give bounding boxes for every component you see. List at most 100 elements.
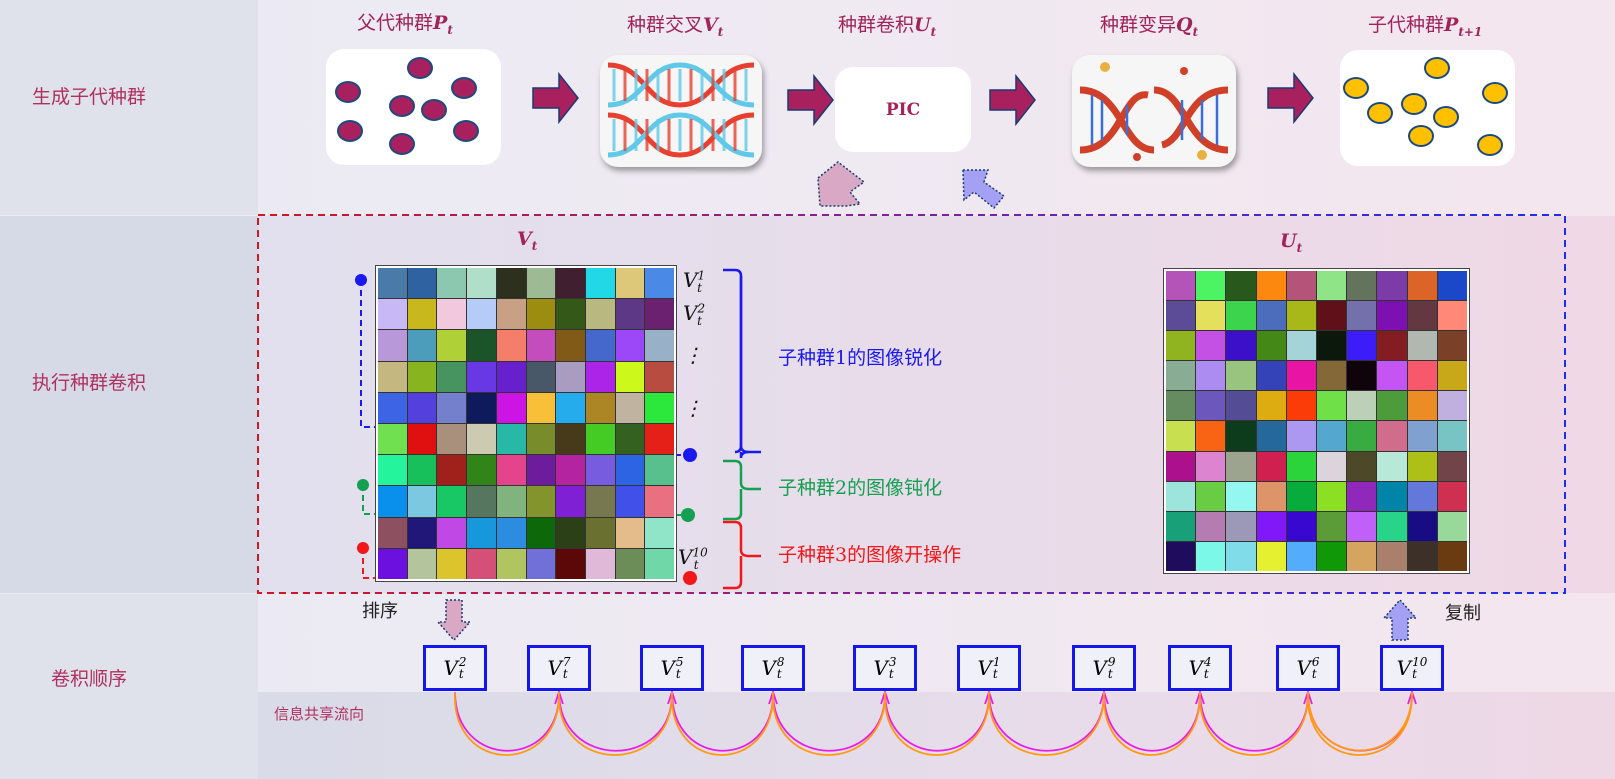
row-header-order — [0, 594, 258, 779]
matrix-v-cell — [378, 392, 407, 423]
matrix-u-cell — [1317, 421, 1347, 451]
matrix-u-cell — [1407, 361, 1437, 391]
matrix-v-cell — [615, 486, 645, 517]
individual-dot — [451, 77, 477, 99]
matrix-u-cell — [1377, 511, 1407, 541]
matrix-u-cell — [1437, 481, 1467, 511]
matrix-v-cell — [615, 361, 645, 392]
matrix-v-cell — [378, 455, 407, 486]
group1-start-dot — [355, 274, 367, 286]
matrix-u-cell — [1286, 421, 1316, 451]
orange-flow-arc — [1307, 691, 1413, 752]
matrix-u-cell — [1256, 541, 1286, 571]
matrix-u-cell — [1166, 271, 1196, 301]
matrix-v-cell — [645, 330, 674, 361]
matrix-v-cell — [615, 268, 645, 299]
group2-start-dot — [357, 479, 369, 491]
orange-flow-arc — [558, 691, 673, 756]
group2-label: 子种群2的图像钝化 — [778, 477, 943, 499]
individual-dot — [1424, 57, 1450, 79]
magenta-flow-arc — [884, 691, 990, 752]
matrix-v-cell — [645, 486, 674, 517]
matrix-u-cell — [1226, 361, 1256, 391]
matrix-v-cell — [585, 268, 615, 299]
matrix-v-grid — [375, 265, 677, 582]
matrix-v-cell — [556, 455, 585, 486]
orange-flow-arc — [1199, 691, 1309, 756]
matrix-v-cell — [645, 299, 674, 330]
matrix-v-cell — [496, 330, 526, 361]
matrix-u-cell — [1166, 391, 1196, 421]
individual-dot — [1367, 102, 1393, 124]
mutation-dna-image — [1072, 55, 1236, 167]
matrix-u-cell — [1377, 391, 1407, 421]
matrix-u-cell — [1166, 301, 1196, 331]
matrix-u-grid — [1163, 268, 1470, 574]
matrix-u-cell — [1256, 361, 1286, 391]
offspring-population-card — [1340, 50, 1515, 166]
matrix-u-cell — [1377, 271, 1407, 301]
matrix-v-cell — [526, 486, 556, 517]
matrix-u-cell — [1347, 271, 1377, 301]
orange-flow-arc — [671, 691, 774, 756]
matrix-u-cell — [1407, 481, 1437, 511]
matrix-u-cell — [1347, 451, 1377, 481]
matrix-u-cell — [1407, 511, 1437, 541]
matrix-u-cell — [1407, 451, 1437, 481]
matrix-v-cell — [407, 299, 437, 330]
matrix-u-cell — [1347, 511, 1377, 541]
matrix-u-cell — [1286, 331, 1316, 361]
row-label-convolve: 执行种群卷积 — [31, 372, 146, 394]
individual-dot — [421, 99, 447, 121]
matrix-u-cell — [1317, 331, 1347, 361]
matrix-v-cell — [645, 268, 674, 299]
matrix-u-cell — [1437, 451, 1467, 481]
matrix-v-cell — [467, 361, 496, 392]
matrix-u-cell — [1407, 391, 1437, 421]
matrix-v-cell — [496, 455, 526, 486]
matrix-u-cell — [1286, 481, 1316, 511]
matrix-u-cell — [1286, 511, 1316, 541]
flow-label: 信息共享流向 — [274, 705, 365, 723]
matrix-u-cell — [1377, 301, 1407, 331]
matrix-v-cell — [437, 392, 467, 423]
matrix-u-cell — [1196, 331, 1226, 361]
matrix-u-title: Ut — [1280, 230, 1303, 255]
matrix-u-cell — [1317, 451, 1347, 481]
matrix-v-cell — [585, 548, 615, 579]
matrix-v-cell — [556, 330, 585, 361]
matrix-u-cell — [1166, 511, 1196, 541]
matrix-u-cell — [1196, 511, 1226, 541]
individual-dot — [335, 81, 361, 103]
matrix-u-cell — [1377, 541, 1407, 571]
matrix-v-cell — [645, 455, 674, 486]
magenta-flow-arc — [1103, 691, 1201, 752]
matrix-u-cell — [1437, 301, 1467, 331]
right-arrow-icon — [1267, 71, 1314, 125]
matrix-v-cell — [437, 330, 467, 361]
matrix-v-cell — [407, 548, 437, 579]
matrix-v-cell — [496, 361, 526, 392]
matrix-v-cell — [585, 330, 615, 361]
matrix-v-cell — [645, 423, 674, 455]
matrix-u-cell — [1347, 421, 1377, 451]
matrix-u-cell — [1437, 511, 1467, 541]
matrix-u-cell — [1226, 331, 1256, 361]
row-label-v1: V1t — [683, 268, 706, 295]
matrix-v-cell — [556, 423, 585, 455]
individual-dot — [389, 95, 415, 117]
matrix-u-cell — [1377, 481, 1407, 511]
orange-flow-arc — [988, 691, 1105, 756]
matrix-u-cell — [1347, 361, 1377, 391]
matrix-u-cell — [1377, 361, 1407, 391]
group3-end-dot — [683, 571, 697, 585]
group3-brace — [723, 520, 761, 590]
matrix-v-cell — [437, 455, 467, 486]
magenta-flow-arc — [558, 691, 673, 752]
matrix-v-cell — [407, 423, 437, 455]
